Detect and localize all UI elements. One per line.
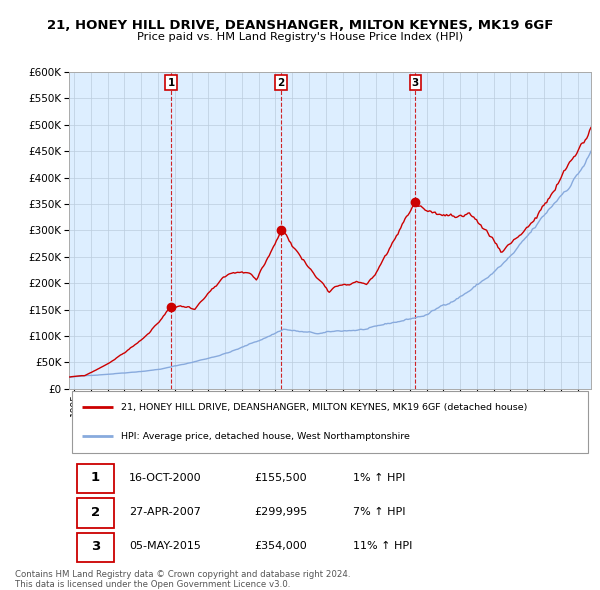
Text: 2: 2 [91,506,100,519]
FancyBboxPatch shape [77,533,115,562]
Text: 1: 1 [91,471,100,484]
Text: Contains HM Land Registry data © Crown copyright and database right 2024.
This d: Contains HM Land Registry data © Crown c… [15,570,350,589]
Text: £354,000: £354,000 [254,542,307,552]
Text: 05-MAY-2015: 05-MAY-2015 [129,542,201,552]
Text: 3: 3 [91,540,100,553]
Text: 16-OCT-2000: 16-OCT-2000 [129,473,202,483]
Text: 1% ↑ HPI: 1% ↑ HPI [353,473,406,483]
FancyBboxPatch shape [77,499,115,527]
Text: 11% ↑ HPI: 11% ↑ HPI [353,542,413,552]
Text: 3: 3 [412,78,419,88]
Text: Price paid vs. HM Land Registry's House Price Index (HPI): Price paid vs. HM Land Registry's House … [137,32,463,42]
Text: 1: 1 [167,78,175,88]
Text: 27-APR-2007: 27-APR-2007 [129,507,201,517]
Text: HPI: Average price, detached house, West Northamptonshire: HPI: Average price, detached house, West… [121,432,410,441]
Text: 21, HONEY HILL DRIVE, DEANSHANGER, MILTON KEYNES, MK19 6GF (detached house): 21, HONEY HILL DRIVE, DEANSHANGER, MILTO… [121,403,527,412]
Text: 7% ↑ HPI: 7% ↑ HPI [353,507,406,517]
Text: 2: 2 [277,78,284,88]
Text: 21, HONEY HILL DRIVE, DEANSHANGER, MILTON KEYNES, MK19 6GF: 21, HONEY HILL DRIVE, DEANSHANGER, MILTO… [47,19,553,32]
Text: £155,500: £155,500 [254,473,307,483]
FancyBboxPatch shape [77,464,115,493]
FancyBboxPatch shape [71,391,589,453]
Text: £299,995: £299,995 [254,507,308,517]
